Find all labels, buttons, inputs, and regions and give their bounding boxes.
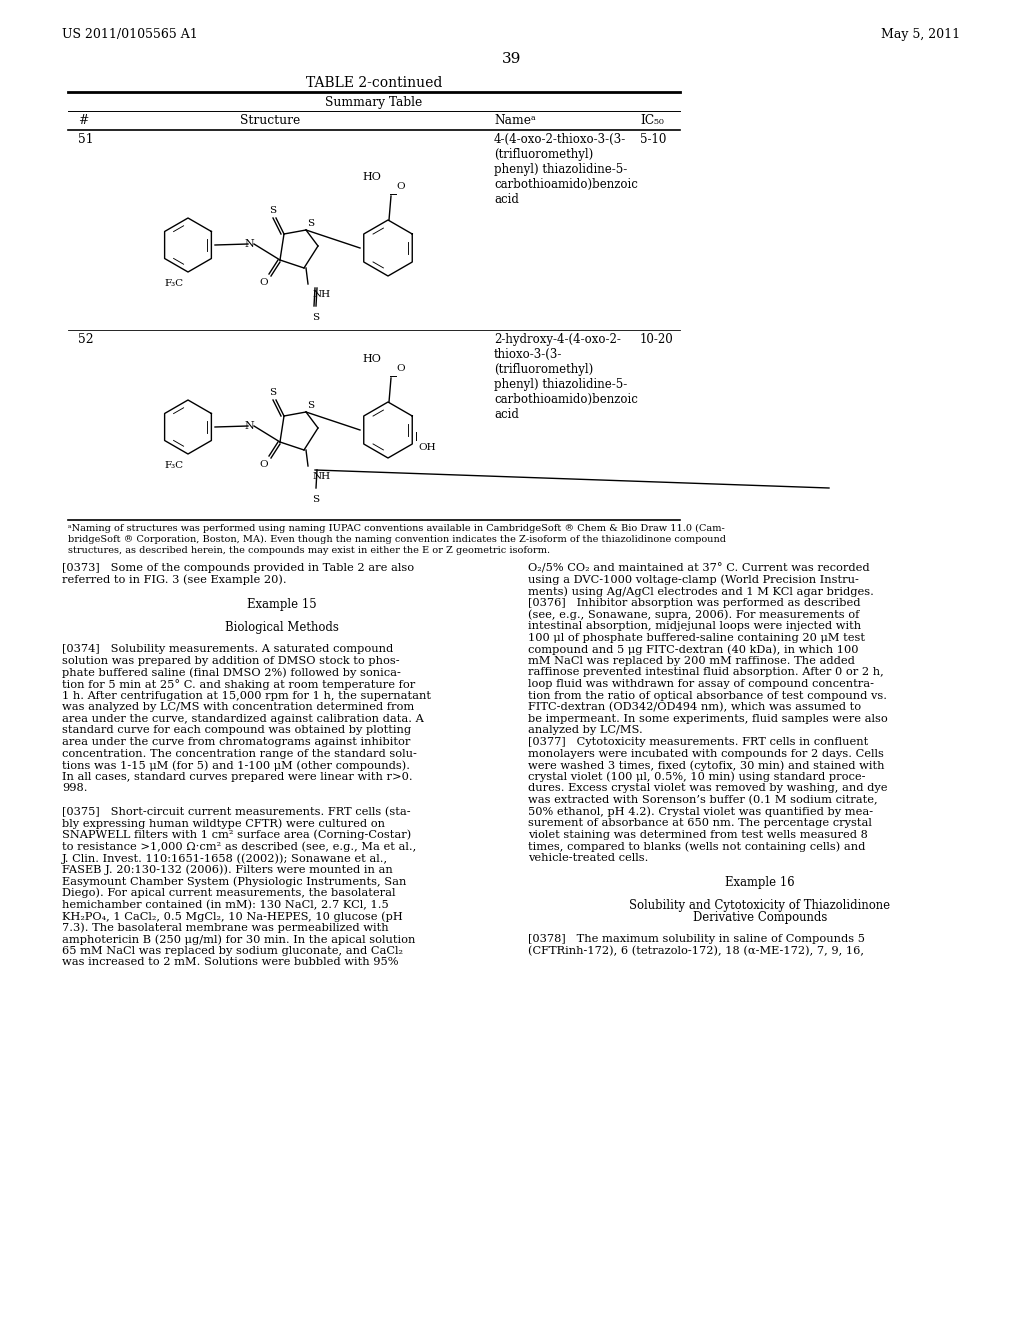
Text: surement of absorbance at 650 nm. The percentage crystal: surement of absorbance at 650 nm. The pe… <box>528 818 871 828</box>
Text: hemichamber contained (in mM): 130 NaCl, 2.7 KCl, 1.5: hemichamber contained (in mM): 130 NaCl,… <box>62 899 389 909</box>
Text: O: O <box>396 364 404 374</box>
Text: SNAPWELL filters with 1 cm² surface area (Corning-Costar): SNAPWELL filters with 1 cm² surface area… <box>62 830 412 841</box>
Text: O: O <box>260 459 268 469</box>
Text: F₃C: F₃C <box>165 461 183 470</box>
Text: N: N <box>244 239 254 249</box>
Text: Example 15: Example 15 <box>247 598 316 611</box>
Text: analyzed by LC/MS.: analyzed by LC/MS. <box>528 726 643 735</box>
Text: Nameᵃ: Nameᵃ <box>494 114 536 127</box>
Text: Example 16: Example 16 <box>725 876 795 890</box>
Text: intestinal absorption, midjejunal loops were injected with: intestinal absorption, midjejunal loops … <box>528 620 861 631</box>
Text: mM NaCl was replaced by 200 mM raffinose. The added: mM NaCl was replaced by 200 mM raffinose… <box>528 656 855 665</box>
Text: HO: HO <box>362 172 381 182</box>
Text: S: S <box>312 313 319 322</box>
Text: [0376]   Inhibitor absorption was performed as described: [0376] Inhibitor absorption was performe… <box>528 598 860 607</box>
Text: to resistance >1,000 Ω·cm² as described (see, e.g., Ma et al.,: to resistance >1,000 Ω·cm² as described … <box>62 841 416 851</box>
Text: May 5, 2011: May 5, 2011 <box>881 28 961 41</box>
Text: was analyzed by LC/MS with concentration determined from: was analyzed by LC/MS with concentration… <box>62 702 415 713</box>
Text: amphotericin B (250 μg/ml) for 30 min. In the apical solution: amphotericin B (250 μg/ml) for 30 min. I… <box>62 935 416 945</box>
Text: 7.3). The basolateral membrane was permeabilized with: 7.3). The basolateral membrane was perme… <box>62 923 389 933</box>
Text: 4-(4-oxo-2-thioxo-3-(3-
(trifluoromethyl)
phenyl) thiazolidine-5-
carbothioamido: 4-(4-oxo-2-thioxo-3-(3- (trifluoromethyl… <box>494 133 638 206</box>
Text: was extracted with Sorenson’s buffer (0.1 M sodium citrate,: was extracted with Sorenson’s buffer (0.… <box>528 795 878 805</box>
Text: [0373]   Some of the compounds provided in Table 2 are also: [0373] Some of the compounds provided in… <box>62 564 414 573</box>
Text: be impermeant. In some experiments, fluid samples were also: be impermeant. In some experiments, flui… <box>528 714 888 723</box>
Text: OH: OH <box>418 444 435 451</box>
Text: O: O <box>396 182 404 191</box>
Text: FASEB J. 20:130-132 (2006)). Filters were mounted in an: FASEB J. 20:130-132 (2006)). Filters wer… <box>62 865 393 875</box>
Text: monolayers were incubated with compounds for 2 days. Cells: monolayers were incubated with compounds… <box>528 748 884 759</box>
Text: NH: NH <box>313 473 331 480</box>
Text: ments) using Ag/AgCl electrodes and 1 M KCl agar bridges.: ments) using Ag/AgCl electrodes and 1 M … <box>528 586 873 597</box>
Text: 998.: 998. <box>62 783 87 793</box>
Text: [0377]   Cytotoxicity measurements. FRT cells in confluent: [0377] Cytotoxicity measurements. FRT ce… <box>528 737 868 747</box>
Text: area under the curve from chromatograms against inhibitor: area under the curve from chromatograms … <box>62 737 411 747</box>
Text: (CFTRinh-172), 6 (tetrazolo-172), 18 (α-ME-172), 7, 9, 16,: (CFTRinh-172), 6 (tetrazolo-172), 18 (α-… <box>528 946 864 956</box>
Text: bridgeSoft ® Corporation, Boston, MA). Even though the naming convention indicat: bridgeSoft ® Corporation, Boston, MA). E… <box>68 535 726 544</box>
Text: O₂/5% CO₂ and maintained at 37° C. Current was recorded: O₂/5% CO₂ and maintained at 37° C. Curre… <box>528 564 869 573</box>
Text: (see, e.g., Sonawane, supra, 2006). For measurements of: (see, e.g., Sonawane, supra, 2006). For … <box>528 610 859 620</box>
Text: US 2011/0105565 A1: US 2011/0105565 A1 <box>62 28 198 41</box>
Text: phate buffered saline (final DMSO 2%) followed by sonica-: phate buffered saline (final DMSO 2%) fo… <box>62 668 400 678</box>
Text: ᵃNaming of structures was performed using naming IUPAC conventions available in : ᵃNaming of structures was performed usin… <box>68 524 725 533</box>
Text: tion for 5 min at 25° C. and shaking at room temperature for: tion for 5 min at 25° C. and shaking at … <box>62 678 416 690</box>
Text: 1 h. After centrifugation at 15,000 rpm for 1 h, the supernatant: 1 h. After centrifugation at 15,000 rpm … <box>62 690 431 701</box>
Text: N: N <box>244 421 254 432</box>
Text: Derivative Compounds: Derivative Compounds <box>693 911 827 924</box>
Text: standard curve for each compound was obtained by plotting: standard curve for each compound was obt… <box>62 726 411 735</box>
Text: loop fluid was withdrawn for assay of compound concentra-: loop fluid was withdrawn for assay of co… <box>528 678 874 689</box>
Text: S: S <box>307 401 314 411</box>
Text: FITC-dextran (OD342/OD494 nm), which was assumed to: FITC-dextran (OD342/OD494 nm), which was… <box>528 702 861 713</box>
Text: Biological Methods: Biological Methods <box>225 620 339 634</box>
Text: 50% ethanol, pH 4.2). Crystal violet was quantified by mea-: 50% ethanol, pH 4.2). Crystal violet was… <box>528 807 873 817</box>
Text: S: S <box>269 388 276 397</box>
Text: area under the curve, standardized against calibration data. A: area under the curve, standardized again… <box>62 714 424 723</box>
Text: tion from the ratio of optical absorbance of test compound vs.: tion from the ratio of optical absorbanc… <box>528 690 887 701</box>
Text: KH₂PO₄, 1 CaCl₂, 0.5 MgCl₂, 10 Na-HEPES, 10 glucose (pH: KH₂PO₄, 1 CaCl₂, 0.5 MgCl₂, 10 Na-HEPES,… <box>62 911 402 921</box>
Text: S: S <box>307 219 314 228</box>
Text: Structure: Structure <box>240 114 300 127</box>
Text: solution was prepared by addition of DMSO stock to phos-: solution was prepared by addition of DMS… <box>62 656 399 665</box>
Text: 10-20: 10-20 <box>640 333 674 346</box>
Text: O: O <box>260 279 268 286</box>
Text: crystal violet (100 μl, 0.5%, 10 min) using standard proce-: crystal violet (100 μl, 0.5%, 10 min) us… <box>528 772 865 783</box>
Text: 52: 52 <box>78 333 93 346</box>
Text: In all cases, standard curves prepared were linear with r>0.: In all cases, standard curves prepared w… <box>62 772 413 781</box>
Text: [0375]   Short-circuit current measurements. FRT cells (sta-: [0375] Short-circuit current measurement… <box>62 807 411 817</box>
Text: [0378]   The maximum solubility in saline of Compounds 5: [0378] The maximum solubility in saline … <box>528 935 865 944</box>
Text: S: S <box>269 206 276 215</box>
Text: using a DVC-1000 voltage-clamp (World Precision Instru-: using a DVC-1000 voltage-clamp (World Pr… <box>528 574 859 585</box>
Text: Easymount Chamber System (Physiologic Instruments, San: Easymount Chamber System (Physiologic In… <box>62 876 407 887</box>
Text: 65 mM NaCl was replaced by sodium gluconate, and CaCl₂: 65 mM NaCl was replaced by sodium glucon… <box>62 946 403 956</box>
Text: Diego). For apical current measurements, the basolateral: Diego). For apical current measurements,… <box>62 888 395 899</box>
Text: Summary Table: Summary Table <box>326 96 423 110</box>
Text: compound and 5 μg FITC-dextran (40 kDa), in which 100: compound and 5 μg FITC-dextran (40 kDa),… <box>528 644 858 655</box>
Text: TABLE 2-continued: TABLE 2-continued <box>306 77 442 90</box>
Text: S: S <box>312 495 319 504</box>
Text: dures. Excess crystal violet was removed by washing, and dye: dures. Excess crystal violet was removed… <box>528 783 888 793</box>
Text: 100 μl of phosphate buffered-saline containing 20 μM test: 100 μl of phosphate buffered-saline cont… <box>528 632 865 643</box>
Text: J. Clin. Invest. 110:1651-1658 ((2002)); Sonawane et al.,: J. Clin. Invest. 110:1651-1658 ((2002));… <box>62 853 388 863</box>
Text: times, compared to blanks (wells not containing cells) and: times, compared to blanks (wells not con… <box>528 841 865 851</box>
Text: raffinose prevented intestinal fluid absorption. After 0 or 2 h,: raffinose prevented intestinal fluid abs… <box>528 668 884 677</box>
Text: #: # <box>78 114 88 127</box>
Text: IC₅₀: IC₅₀ <box>640 114 664 127</box>
Text: violet staining was determined from test wells measured 8: violet staining was determined from test… <box>528 830 868 840</box>
Text: was increased to 2 mM. Solutions were bubbled with 95%: was increased to 2 mM. Solutions were bu… <box>62 957 398 968</box>
Text: 5-10: 5-10 <box>640 133 667 147</box>
Text: structures, as described herein, the compounds may exist in either the E or Z ge: structures, as described herein, the com… <box>68 546 550 554</box>
Text: referred to in FIG. 3 (see Example 20).: referred to in FIG. 3 (see Example 20). <box>62 574 287 585</box>
Text: vehicle-treated cells.: vehicle-treated cells. <box>528 853 648 863</box>
Text: concentration. The concentration range of the standard solu-: concentration. The concentration range o… <box>62 748 417 759</box>
Text: Solubility and Cytotoxicity of Thiazolidinone: Solubility and Cytotoxicity of Thiazolid… <box>630 899 891 912</box>
Text: F₃C: F₃C <box>165 279 183 288</box>
Text: tions was 1-15 μM (for 5) and 1-100 μM (other compounds).: tions was 1-15 μM (for 5) and 1-100 μM (… <box>62 760 410 771</box>
Text: bly expressing human wildtype CFTR) were cultured on: bly expressing human wildtype CFTR) were… <box>62 818 385 829</box>
Text: 51: 51 <box>78 133 93 147</box>
Text: HO: HO <box>362 354 381 364</box>
Text: were washed 3 times, fixed (cytofix, 30 min) and stained with: were washed 3 times, fixed (cytofix, 30 … <box>528 760 885 771</box>
Text: 2-hydroxy-4-(4-oxo-2-
thioxo-3-(3-
(trifluoromethyl)
phenyl) thiazolidine-5-
car: 2-hydroxy-4-(4-oxo-2- thioxo-3-(3- (trif… <box>494 333 638 421</box>
Text: 39: 39 <box>503 51 521 66</box>
Text: [0374]   Solubility measurements. A saturated compound: [0374] Solubility measurements. A satura… <box>62 644 393 655</box>
Text: NH: NH <box>313 290 331 300</box>
